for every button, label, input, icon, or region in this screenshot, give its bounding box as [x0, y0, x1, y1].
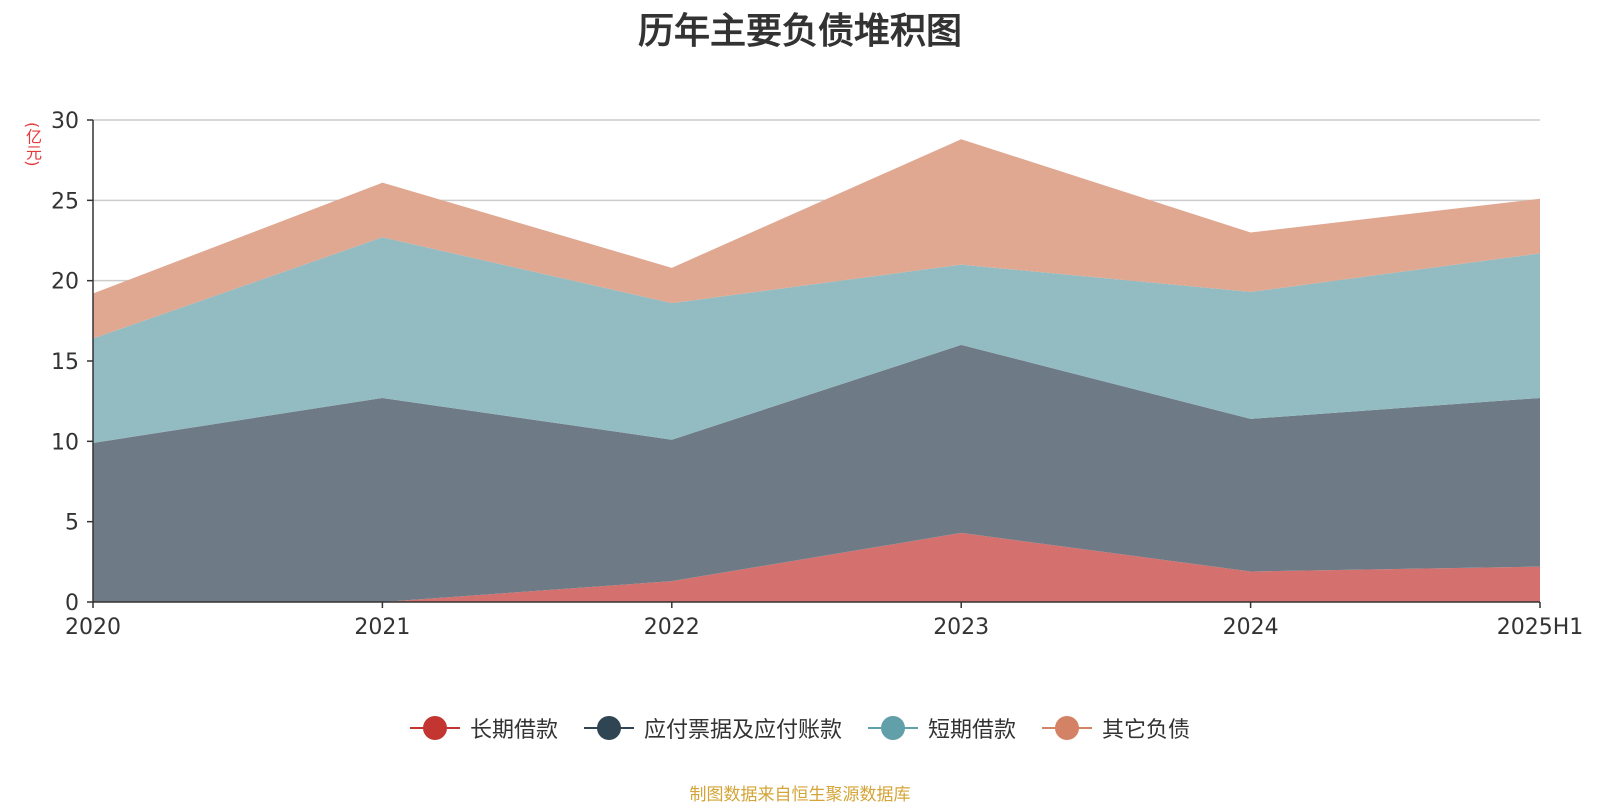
x-tick-label: 2024 — [1223, 615, 1279, 640]
legend-label: 短期借款 — [928, 718, 1017, 743]
legend-marker-icon — [409, 716, 460, 740]
area-series-2 — [93, 237, 1540, 443]
legend-label: 应付票据及应付账款 — [643, 718, 842, 743]
legend-marker-icon — [583, 716, 634, 740]
legend-marker-icon — [1042, 716, 1093, 740]
y-tick-label: 20 — [51, 270, 79, 295]
x-tick-label: 2022 — [644, 615, 700, 640]
area-series-1 — [93, 344, 1540, 602]
x-tick-label: 2021 — [354, 615, 410, 640]
legend-label: 长期借款 — [469, 718, 558, 743]
legend-item-3[interactable]: 其它负债 — [1042, 712, 1190, 744]
y-tick-label: 25 — [51, 189, 79, 214]
y-tick-label: 5 — [65, 511, 79, 536]
legend-label: 其它负债 — [1102, 718, 1191, 743]
area-series-3 — [93, 139, 1540, 339]
legend-item-1[interactable]: 应付票据及应付账款 — [583, 712, 842, 744]
y-tick-label: 0 — [65, 591, 79, 616]
x-tick-label: 2025H1 — [1497, 615, 1584, 640]
legend-marker-icon — [868, 716, 918, 740]
chart-legend: 长期借款 应付票据及应付账款 短期借款 其它负债 — [0, 712, 1600, 744]
y-axis-unit-label: (亿元) — [23, 122, 42, 167]
legend-item-2[interactable]: 短期借款 — [868, 712, 1016, 744]
y-tick-label: 15 — [51, 350, 79, 375]
x-tick-label: 2020 — [65, 615, 121, 640]
chart-title: 历年主要负债堆积图 — [637, 11, 962, 52]
y-tick-label: 10 — [51, 430, 79, 455]
legend-item-0[interactable]: 长期借款 — [409, 712, 558, 744]
area-series-0 — [93, 532, 1540, 602]
y-tick-label: 30 — [51, 109, 79, 134]
stacked-area-chart: 0 5 10 15 20 25 30 2020 2021 2022 2023 2024 2025H1 — [51, 109, 1584, 640]
x-tick-label: 2023 — [933, 615, 989, 640]
data-source-note: 制图数据来自恒生聚源数据库 — [689, 785, 911, 805]
